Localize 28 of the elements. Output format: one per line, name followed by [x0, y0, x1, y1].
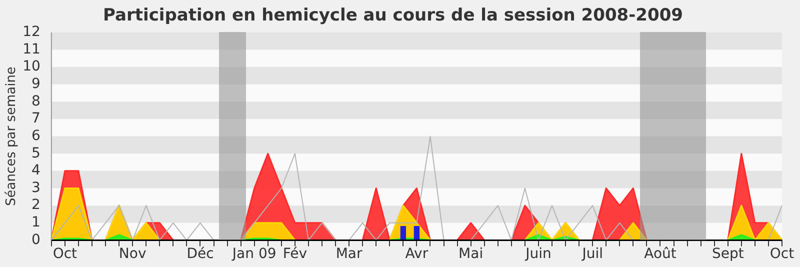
y-tick-label: 8 — [31, 93, 40, 110]
x-tick-label: Juil — [581, 246, 603, 262]
y-tick-label: 5 — [31, 145, 40, 162]
y-axis-title: Séances par semaine — [4, 66, 20, 206]
y-tick-label: 12 — [22, 24, 40, 40]
y-tick-label: 2 — [31, 197, 40, 214]
y-tick-label: 9 — [31, 76, 40, 92]
y-tick-label: 0 — [31, 232, 40, 248]
y-tick-label: 1 — [31, 214, 40, 231]
y-tick-label: 6 — [31, 128, 40, 144]
x-tick-label: Juin — [524, 246, 552, 262]
y-tick-label: 10 — [22, 58, 40, 75]
y-tick-label: 11 — [22, 41, 40, 58]
x-tick-label: Sept — [712, 246, 744, 262]
x-tick-label: Fév — [282, 246, 308, 262]
y-tick-label: 7 — [31, 110, 40, 127]
x-tick-label: Jan 09 — [231, 246, 276, 262]
x-tick-label: Oct — [52, 246, 78, 262]
x-tick-label: Mar — [336, 246, 363, 262]
x-tick-label: Avr — [405, 246, 428, 262]
x-tick-label: Déc — [186, 246, 214, 262]
x-tick-label: Mai — [458, 246, 484, 262]
y-tick-label: 3 — [31, 180, 40, 196]
y-tick-label: 4 — [31, 162, 40, 179]
x-tick-label: Nov — [118, 246, 146, 262]
x-tick-label: Août — [644, 246, 677, 262]
chart-title: Participation en hemicycle au cours de la session 2008-2009 — [103, 6, 683, 26]
x-tick-label: Oct — [770, 246, 795, 262]
